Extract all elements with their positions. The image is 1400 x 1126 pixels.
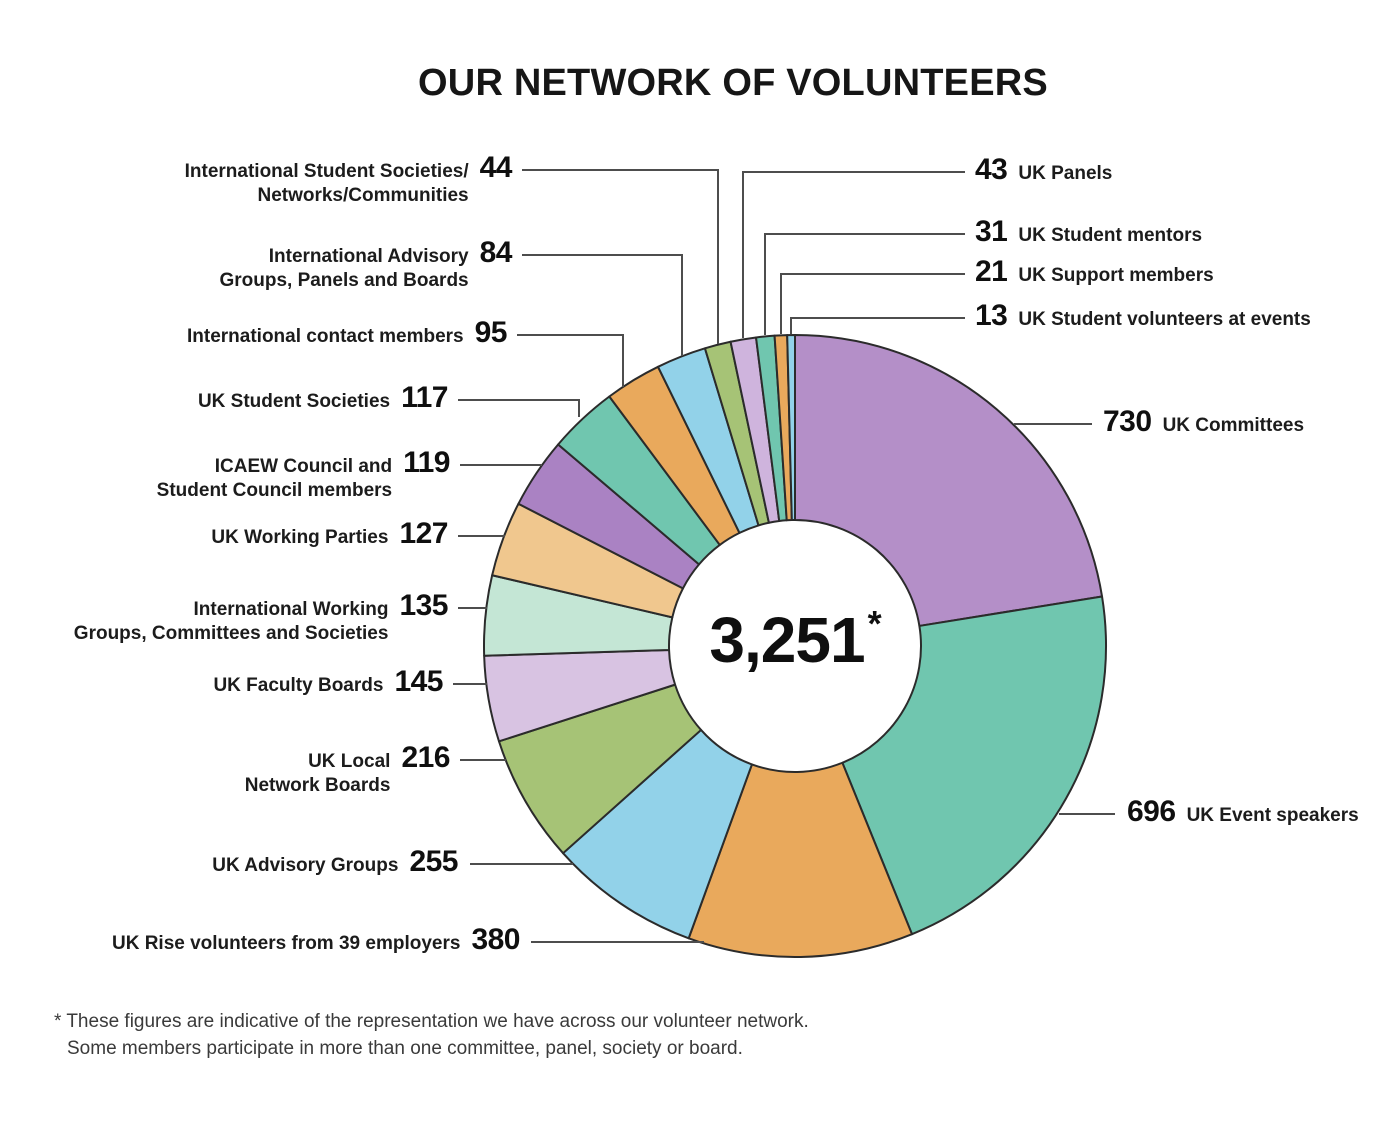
label-text: UK Rise volunteers from 39 employers (111, 933, 461, 954)
leader-line-uk-student-societies (458, 399, 580, 417)
label-text: UK Local Network Boards (244, 751, 391, 796)
label-uk-rise-volunteers-from-39-employers: UK Rise volunteers from 39 employers 380 (111, 923, 521, 956)
label-text: UK Event speakers (1186, 805, 1359, 826)
segment-uk-event-speakers (841, 595, 1107, 936)
total-asterisk: * (867, 603, 882, 644)
label-uk-student-societies: UK Student Societies 117 (197, 381, 449, 414)
label-uk-advisory-groups: UK Advisory Groups 255 (212, 845, 458, 878)
label-uk-student-mentors: 31 UK Student mentors (975, 215, 1203, 248)
label-value: 119 (403, 446, 450, 479)
leader-line-international-contact-members (517, 334, 624, 387)
label-text: UK Student mentors (1018, 225, 1203, 246)
label-value: 43 (975, 153, 1008, 186)
footnote-line2: Some members participate in more than on… (67, 1038, 743, 1059)
label-value: 145 (394, 665, 443, 698)
center-total: 3,251* (709, 603, 882, 677)
label-uk-panels: 43 UK Panels (975, 153, 1113, 186)
label-text: UK Student volunteers at events (1018, 309, 1311, 330)
label-international-advisory-groups-panels-and-boards: International Advisory Groups, Panels an… (219, 236, 513, 293)
label-value: 696 (1127, 795, 1176, 828)
leader-line-uk-student-volunteers-at-events (790, 317, 965, 334)
label-text: UK Working Parties (211, 527, 389, 548)
label-text: UK Support members (1018, 265, 1214, 286)
label-value: 95 (474, 316, 508, 349)
label-uk-event-speakers: 696 UK Event speakers (1127, 795, 1359, 828)
leader-line-uk-student-mentors (764, 233, 965, 335)
label-value: 216 (401, 741, 450, 774)
label-uk-faculty-boards: UK Faculty Boards 145 (213, 665, 443, 698)
footnote-line1: * These figures are indicative of the re… (54, 1011, 809, 1032)
label-value: 21 (975, 255, 1008, 288)
label-text: UK Panels (1018, 163, 1113, 184)
label-international-student-societies-networks-communities: International Student Societies/ Network… (184, 151, 513, 208)
label-uk-student-volunteers-at-events: 13 UK Student volunteers at events (975, 299, 1311, 332)
segment-uk-student-volunteers-at-events (786, 334, 796, 522)
label-uk-local-network-boards: UK Local Network Boards 216 (244, 741, 451, 798)
label-value: 730 (1103, 405, 1152, 438)
leader-line-uk-panels (742, 171, 965, 338)
label-international-working-groups-committees-and-societies: International Working Groups, Committees… (73, 589, 449, 646)
label-uk-working-parties: UK Working Parties 127 (211, 517, 448, 550)
label-uk-committees: 730 UK Committees (1103, 405, 1305, 438)
label-text: UK Faculty Boards (213, 675, 384, 696)
label-text: UK Student Societies (197, 391, 391, 412)
label-value: 84 (479, 236, 513, 269)
leader-line-international-student-societies-networks-communities (522, 169, 719, 344)
segment-uk-committees (794, 334, 1104, 627)
label-value: 255 (409, 845, 458, 878)
label-value: 117 (401, 381, 448, 414)
label-value: 127 (399, 517, 448, 550)
label-text: International Working Groups, Committees… (73, 599, 389, 644)
label-text: International contact members (187, 326, 464, 347)
footnote: * These figures are indicative of the re… (54, 1008, 809, 1062)
label-value: 135 (399, 589, 448, 622)
label-icaew-council-and-student-council-members: ICAEW Council and Student Council member… (156, 446, 451, 503)
label-value: 31 (975, 215, 1008, 248)
leader-line-international-advisory-groups-panels-and-boards (522, 254, 683, 356)
label-text: International Student Societies/ Network… (184, 161, 469, 206)
label-text: ICAEW Council and Student Council member… (156, 456, 393, 501)
label-text: International Advisory Groups, Panels an… (219, 246, 469, 291)
chart-title: OUR NETWORK OF VOLUNTEERS (418, 62, 1048, 104)
label-value: 44 (479, 151, 513, 184)
label-text: UK Advisory Groups (212, 855, 399, 876)
label-uk-support-members: 21 UK Support members (975, 255, 1214, 288)
label-text: UK Committees (1162, 415, 1305, 436)
label-value: 380 (471, 923, 520, 956)
label-international-contact-members: International contact members 95 (187, 316, 508, 349)
label-value: 13 (975, 299, 1008, 332)
total-value: 3,251 (709, 604, 865, 676)
leader-line-uk-support-members (780, 273, 965, 334)
